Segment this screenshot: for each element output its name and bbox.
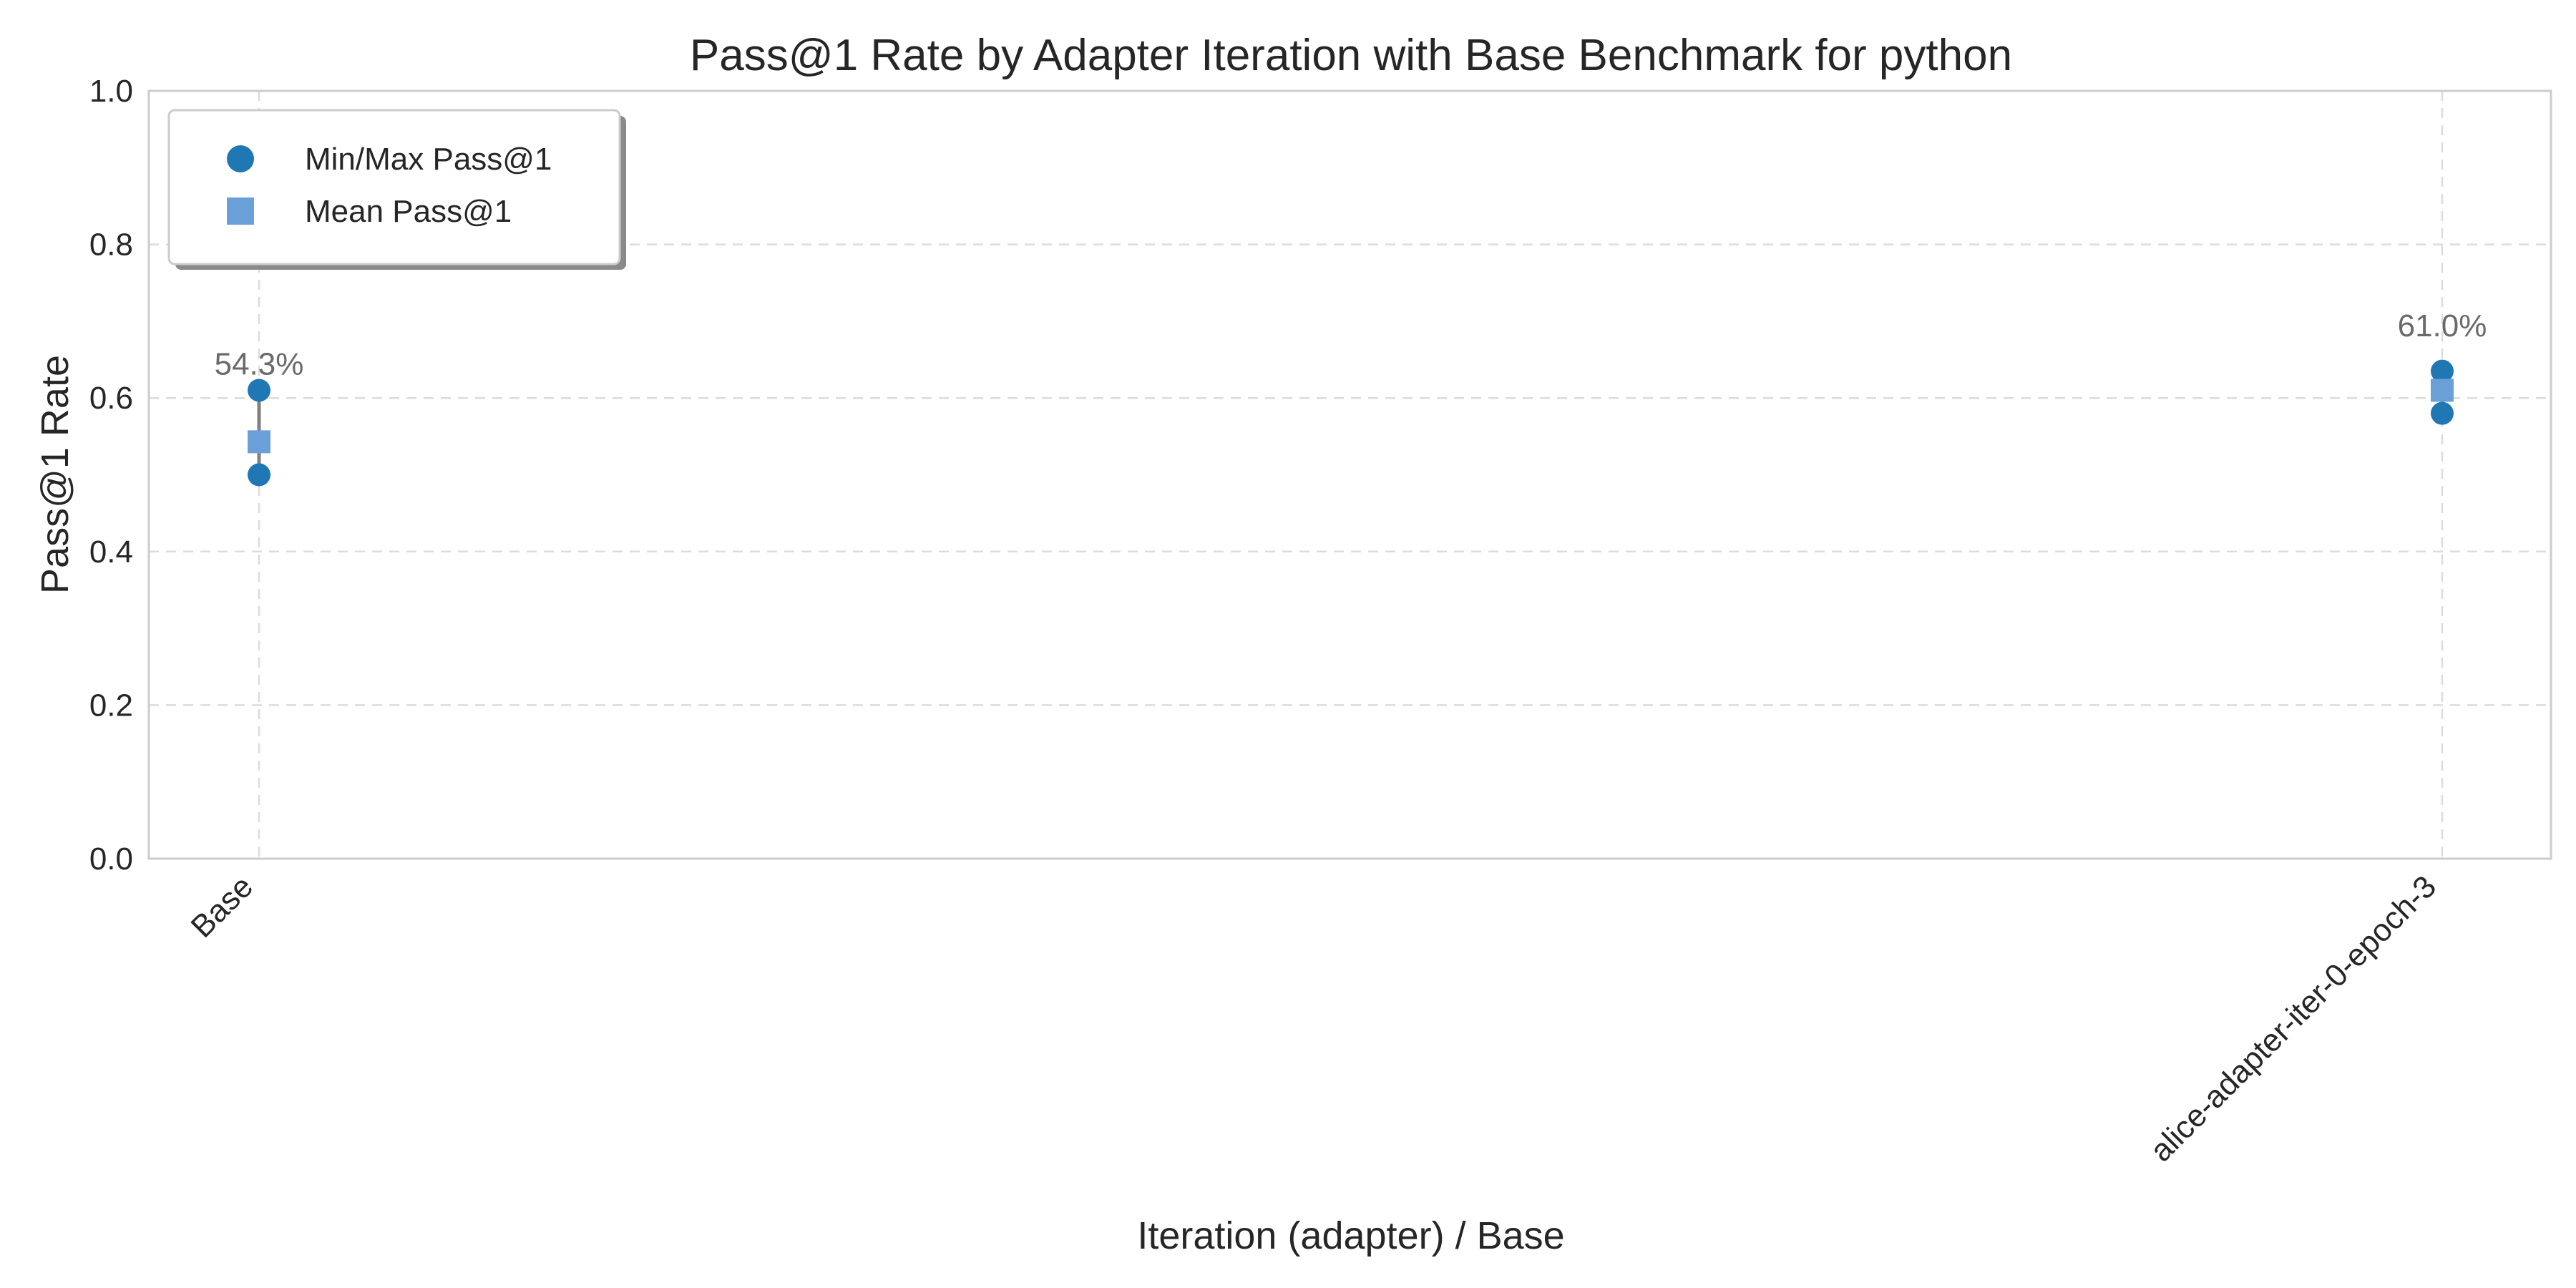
data-marks — [248, 359, 2454, 487]
mean-point — [248, 430, 270, 454]
data-label: 54.3% — [215, 346, 304, 381]
chart-title: Pass@1 Rate by Adapter Iteration with Ba… — [690, 31, 2012, 80]
data-label: 61.0% — [2398, 308, 2487, 343]
y-axis-label: Pass@1 Rate — [34, 355, 77, 594]
y-tick-label: 0.8 — [89, 228, 133, 263]
y-ticks: 0.0 0.2 0.4 0.6 0.8 1.0 — [89, 74, 133, 877]
y-tick-label: 0.6 — [89, 381, 133, 416]
data-labels: 54.3% 61.0% — [215, 308, 2487, 381]
legend-square-marker — [227, 197, 254, 225]
legend-label-minmax: Min/Max Pass@1 — [305, 142, 552, 177]
y-tick-label: 0.2 — [89, 688, 133, 723]
y-tick-label: 1.0 — [89, 74, 133, 109]
y-tick-label: 0.4 — [89, 535, 133, 570]
x-axis-label: Iteration (adapter) / Base — [1137, 1214, 1564, 1257]
legend-box — [167, 109, 621, 265]
legend: Min/Max Pass@1 Mean Pass@1 — [167, 109, 626, 270]
y-tick-label: 0.0 — [89, 841, 133, 877]
legend-label-mean: Mean Pass@1 — [305, 194, 512, 229]
mean-point — [2431, 379, 2454, 402]
max-point — [248, 379, 270, 402]
min-point — [248, 463, 270, 487]
max-point — [2431, 359, 2454, 383]
min-point — [2431, 401, 2454, 425]
legend-circle-marker — [227, 145, 254, 172]
plot-frame — [147, 89, 2552, 860]
